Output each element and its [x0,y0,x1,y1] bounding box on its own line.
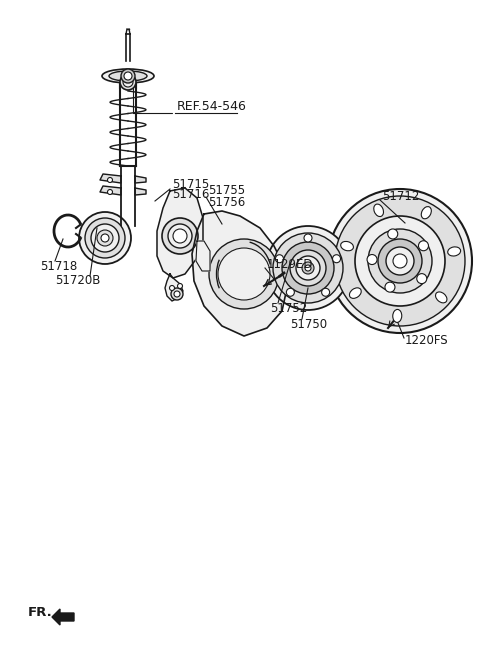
Polygon shape [196,241,210,271]
Circle shape [174,291,180,297]
Circle shape [85,218,125,258]
Ellipse shape [435,292,447,303]
Text: 51715: 51715 [172,178,209,190]
Circle shape [121,69,135,83]
Circle shape [296,256,320,280]
Text: REF.54-546: REF.54-546 [177,100,247,113]
Ellipse shape [393,310,402,323]
Circle shape [322,288,330,297]
Circle shape [162,218,198,254]
Circle shape [173,229,187,243]
Circle shape [171,288,183,300]
Circle shape [388,229,398,239]
Polygon shape [165,274,183,301]
Circle shape [124,72,132,80]
Polygon shape [100,174,121,183]
Circle shape [385,282,395,292]
Text: 51716: 51716 [172,188,209,201]
Circle shape [120,74,136,90]
Ellipse shape [374,204,384,216]
Circle shape [328,189,472,333]
Text: 51750: 51750 [290,318,327,331]
Text: FR.: FR. [28,605,53,619]
Polygon shape [100,186,121,195]
Text: 1129ED: 1129ED [267,258,313,270]
Circle shape [168,224,192,248]
Circle shape [368,229,432,293]
Circle shape [91,224,119,252]
Ellipse shape [349,288,361,298]
Circle shape [178,283,182,289]
Circle shape [108,190,112,194]
Ellipse shape [109,71,147,81]
Circle shape [302,262,314,274]
Circle shape [97,230,113,246]
Circle shape [335,196,465,326]
Circle shape [79,212,131,264]
Circle shape [218,248,270,300]
Circle shape [417,274,427,283]
Polygon shape [52,609,74,625]
Text: 51752: 51752 [270,302,307,314]
Text: 51756: 51756 [208,195,245,209]
Circle shape [276,255,284,263]
Circle shape [305,265,311,271]
Polygon shape [135,176,146,183]
Polygon shape [135,188,146,195]
Ellipse shape [102,69,154,83]
Polygon shape [157,188,203,278]
Circle shape [367,255,377,264]
Circle shape [169,285,175,291]
Circle shape [101,234,109,242]
Circle shape [290,250,326,286]
Ellipse shape [341,241,353,251]
Circle shape [393,254,407,268]
Circle shape [287,288,294,297]
Circle shape [304,234,312,242]
Text: 51755: 51755 [208,184,245,197]
Ellipse shape [448,247,461,256]
Circle shape [378,239,422,283]
Ellipse shape [421,207,432,219]
Circle shape [282,242,334,294]
Text: 51718: 51718 [40,260,77,272]
Circle shape [266,226,350,310]
Text: 1220FS: 1220FS [405,335,449,348]
Circle shape [333,255,340,263]
Circle shape [355,216,445,306]
Circle shape [273,233,343,303]
Circle shape [123,77,133,87]
Text: 51720B: 51720B [55,274,100,287]
Text: 51712: 51712 [382,190,420,203]
Circle shape [419,241,429,251]
Polygon shape [192,211,287,336]
Circle shape [108,178,112,182]
Circle shape [386,247,414,275]
Circle shape [209,239,279,309]
